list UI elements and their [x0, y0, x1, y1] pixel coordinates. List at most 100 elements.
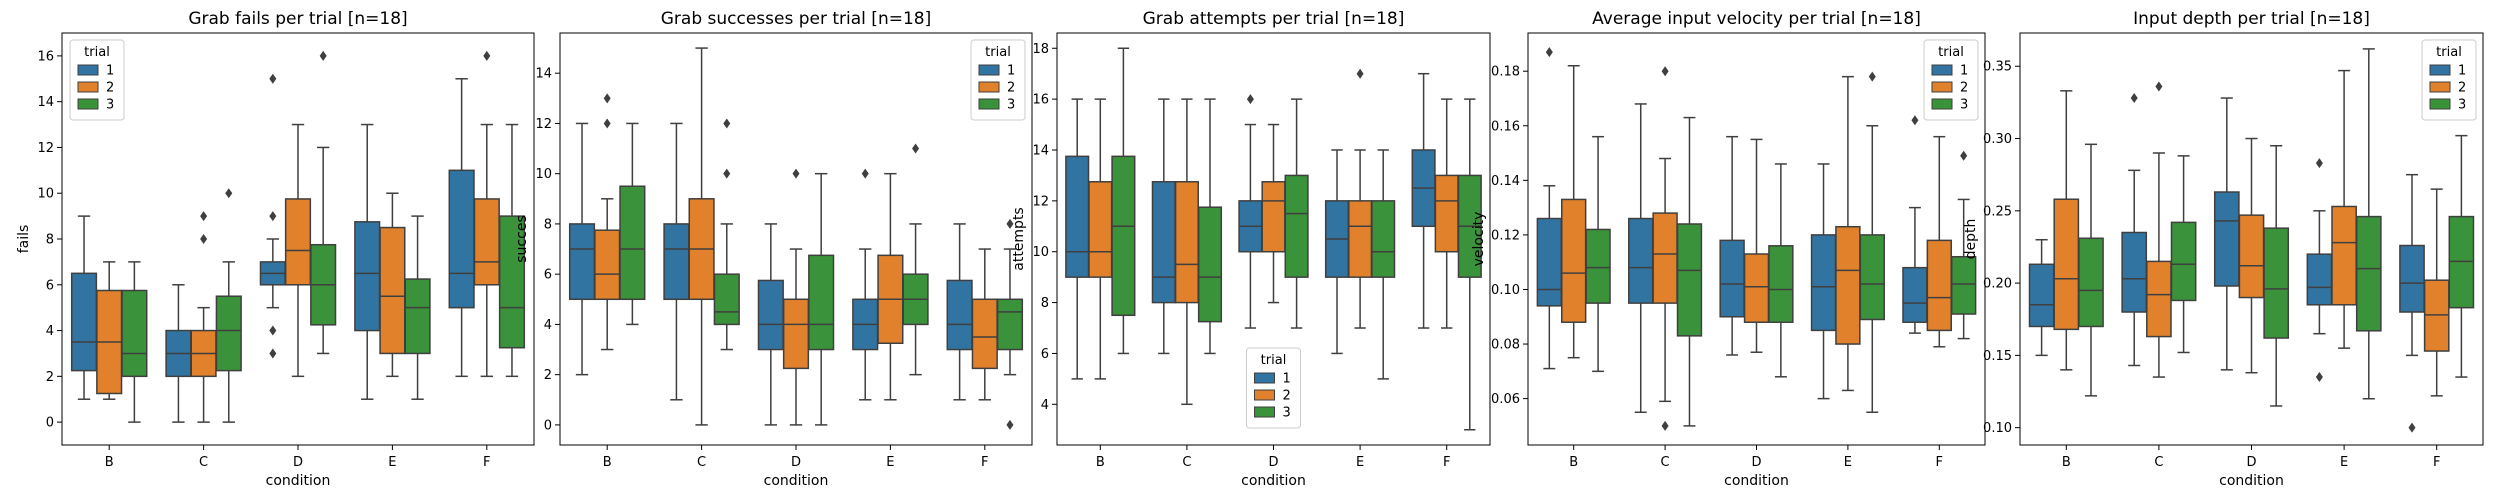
outlier-point: [1006, 419, 1014, 430]
box-body: [1719, 239, 1745, 318]
box-body: [619, 185, 646, 301]
y-axis-label: attempts: [1011, 207, 1027, 270]
outlier-point: [1545, 47, 1553, 58]
y-tick-label: 0.18: [1491, 65, 1520, 80]
box-body: [70, 272, 98, 372]
box-body: [2170, 221, 2197, 302]
outlier-point: [2315, 158, 2323, 169]
y-tick-label: 16: [37, 49, 54, 64]
y-axis-label: depth: [1963, 219, 1979, 260]
box-B-trial-1: [1065, 98, 1090, 380]
box-B-trial-1: [70, 215, 98, 400]
y-axis-label: succes: [514, 215, 530, 262]
box-E-trial-1: [354, 123, 381, 400]
box-D-trial-3: [310, 50, 337, 355]
x-tick-label: B: [2062, 455, 2071, 470]
y-tick-label: 0.25: [1983, 204, 2012, 219]
outlier-point: [1661, 66, 1669, 77]
box-body: [1088, 181, 1113, 278]
y-tick-label: 8: [46, 233, 54, 248]
box-E-trial-3: [2355, 48, 2382, 400]
box-body: [2399, 244, 2425, 313]
x-axis-label: condition: [1724, 473, 1789, 489]
box-D-trial-2: [1743, 138, 1770, 353]
x-tick-label: F: [483, 455, 490, 470]
outlier-point: [1356, 68, 1364, 79]
y-tick-label: 4: [544, 318, 552, 333]
box-body: [2053, 198, 2080, 331]
box-E-trial-2: [1835, 75, 1861, 392]
outlier-point: [2130, 93, 2138, 104]
box-B-trial-2: [1088, 98, 1113, 380]
legend: trial 1 2 3: [1923, 39, 1979, 121]
box-body: [2213, 191, 2240, 287]
box-B-trial-2: [2053, 90, 2080, 371]
outlier-point: [1960, 150, 1968, 161]
x-tick-label: D: [1268, 455, 1278, 470]
box-B-trial-3: [121, 261, 148, 423]
legend: trial 1 2 3: [1246, 347, 1301, 429]
x-tick-label: B: [603, 455, 612, 470]
box-F-trial-3: [996, 218, 1024, 430]
legend-label-1: 1: [1283, 372, 1291, 387]
chart-panel-2: Grab successes per trial [n=18]024681012…: [514, 9, 1033, 489]
y-tick-label: 0.35: [1983, 60, 2012, 75]
x-tick-label: D: [791, 455, 801, 470]
box-C-trial-3: [1197, 98, 1223, 355]
box-body: [946, 279, 973, 351]
legend-label-3: 3: [106, 98, 114, 113]
box-body: [1768, 245, 1794, 323]
x-tick-label: D: [2246, 455, 2256, 470]
legend-swatch-1: [978, 64, 1000, 76]
box-D-trial-2: [284, 123, 312, 378]
outlier-point: [2408, 422, 2416, 433]
box-body: [404, 278, 431, 355]
box-F-trial-3: [2448, 134, 2475, 378]
outlier-point: [269, 73, 277, 84]
outlier-point: [1246, 94, 1254, 105]
box-B-trial-2: [96, 261, 123, 400]
legend-title: trial: [1261, 353, 1287, 368]
legend-label-1: 1: [2458, 64, 2466, 79]
y-tick-label: 10: [1032, 245, 1049, 260]
y-tick-label: 0.15: [1983, 349, 2012, 364]
box-B-trial-3: [1111, 47, 1136, 355]
box-C-trial-1: [663, 122, 690, 401]
box-body: [1561, 198, 1587, 323]
box-body: [1926, 239, 1952, 332]
legend-title: trial: [2436, 45, 2462, 60]
y-tick-label: 14: [535, 67, 552, 82]
legend-title: trial: [985, 45, 1011, 60]
legend-swatch-1: [77, 64, 99, 76]
chart-panel-1: Grab fails per trial [n=18]0246810121416…: [16, 9, 535, 489]
chart-panel-4: Average input velocity per trial [n=18] 0…: [1471, 9, 1986, 489]
legend-swatch-1: [1931, 64, 1953, 76]
box-C-trial-1: [1151, 98, 1176, 355]
legend: trial 1 2 3: [69, 39, 125, 121]
box-D-trial-1: [2213, 97, 2240, 371]
box-F-trial-1: [946, 223, 973, 401]
legend-label-1: 1: [106, 64, 114, 79]
box-body: [2263, 227, 2290, 339]
box-body: [473, 198, 500, 286]
box-B-trial-3: [2078, 143, 2104, 397]
x-tick-label: C: [199, 455, 208, 470]
axes-frame: [2019, 32, 2484, 446]
box-body: [996, 298, 1024, 351]
x-tick-label: B: [1569, 455, 1578, 470]
box-F-trial-1: [448, 78, 475, 378]
outlier-point: [1911, 115, 1919, 126]
box-body: [1628, 217, 1654, 304]
box-C-trial-2: [1652, 66, 1678, 431]
y-tick-label: 2: [46, 370, 54, 385]
box-F-trial-1: [1411, 72, 1436, 329]
legend-label-1: 1: [1960, 64, 1968, 79]
box-body: [1261, 181, 1286, 253]
box-E-trial-3: [404, 215, 431, 400]
box-body: [1676, 223, 1703, 337]
x-tick-label: D: [293, 455, 303, 470]
y-tick-label: 14: [1032, 143, 1049, 158]
outlier-point: [269, 325, 277, 336]
axes-frame: [1056, 32, 1491, 446]
y-tick-label: 0.10: [1491, 283, 1520, 298]
